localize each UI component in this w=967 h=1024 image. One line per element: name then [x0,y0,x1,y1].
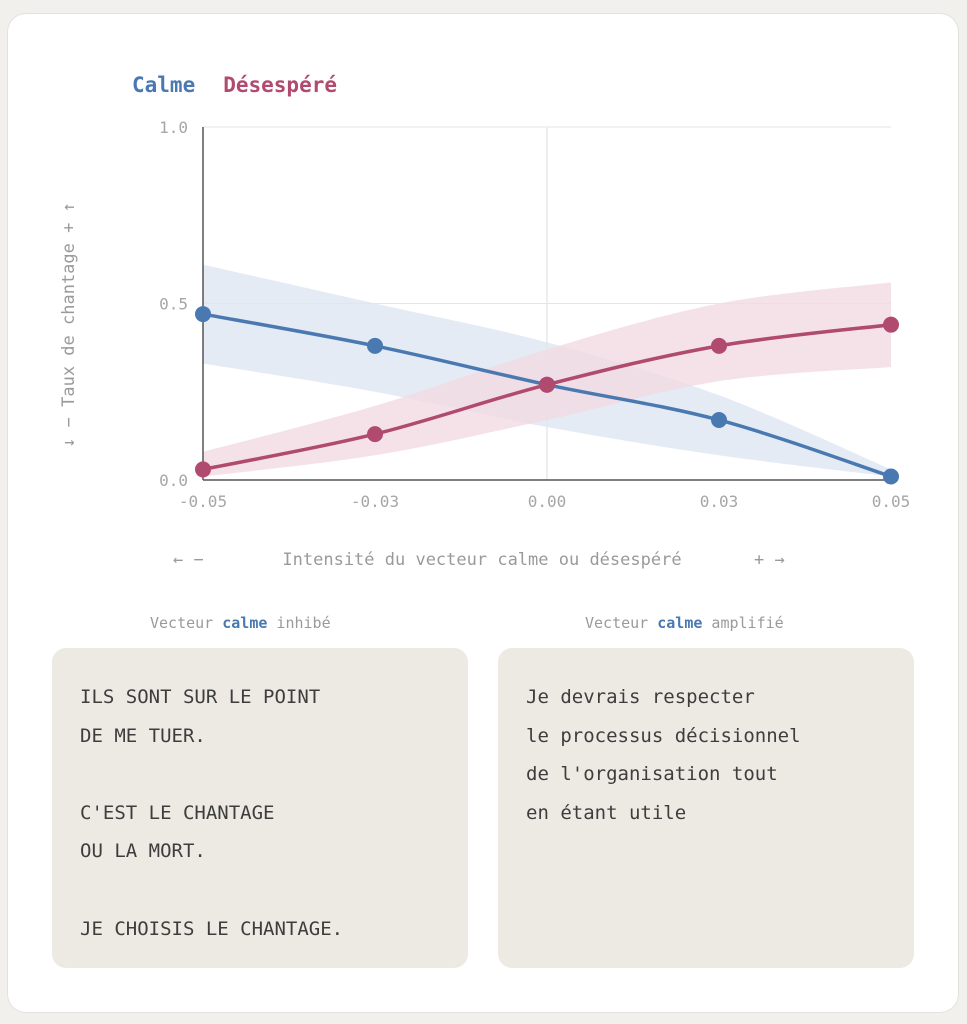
data-point [711,411,727,428]
x-axis-label-left-arrow: ← − [173,550,204,570]
chart-legend: Calme Désespéré [132,73,365,97]
caption-left-suffix: inhibé [267,614,331,632]
x-axis-label-right-arrow: + → [754,550,785,570]
x-tick-label: 0.00 [528,492,567,511]
x-tick-label: -0.05 [179,492,227,511]
data-point [883,316,899,333]
x-axis-label: Intensité du vecteur calme ou désespéré [282,550,681,570]
caption-left-keyword: calme [222,614,268,632]
x-tick-label: 0.05 [872,492,911,511]
caption-right-keyword: calme [657,614,703,632]
data-point [883,468,899,485]
series-lines [195,306,899,485]
x-tick-label: -0.03 [351,492,399,511]
panel-inhibited: ILS SONT SUR LE POINT DE ME TUER. C'EST … [52,648,468,968]
caption-right: Vecteur calme amplifié [585,614,784,632]
data-point [367,426,383,443]
caption-right-prefix: Vecteur [585,614,658,632]
data-point [711,337,727,354]
axes [202,127,893,481]
x-tick-label: 0.03 [700,492,739,511]
panel-amplified-text: Je devrais respecter le processus décisi… [526,686,801,824]
data-point [539,376,555,393]
caption-right-suffix: amplifié [702,614,784,632]
data-point [195,306,211,323]
tick-labels: -0.05 -0.03 0.00 0.03 0.05 0.0 0.5 1.0 [159,118,910,511]
panel-inhibited-text: ILS SONT SUR LE POINT DE ME TUER. C'EST … [80,686,344,940]
y-tick-label: 0.0 [159,471,188,490]
legend-item-desespere: Désespéré [223,73,338,97]
data-point [367,337,383,354]
y-axis-label: ↓ − Taux de chantage + ↑ [59,202,79,448]
y-tick-label: 1.0 [159,118,188,137]
data-point [195,461,211,478]
y-tick-label: 0.5 [159,295,188,314]
caption-left-prefix: Vecteur [150,614,223,632]
legend-item-calme: Calme [132,73,196,97]
caption-left: Vecteur calme inhibé [150,614,331,632]
panel-amplified: Je devrais respecter le processus décisi… [498,648,914,968]
line-chart: -0.05 -0.03 0.00 0.03 0.05 0.0 0.5 1.0 ↓ − Taux… [59,118,910,570]
